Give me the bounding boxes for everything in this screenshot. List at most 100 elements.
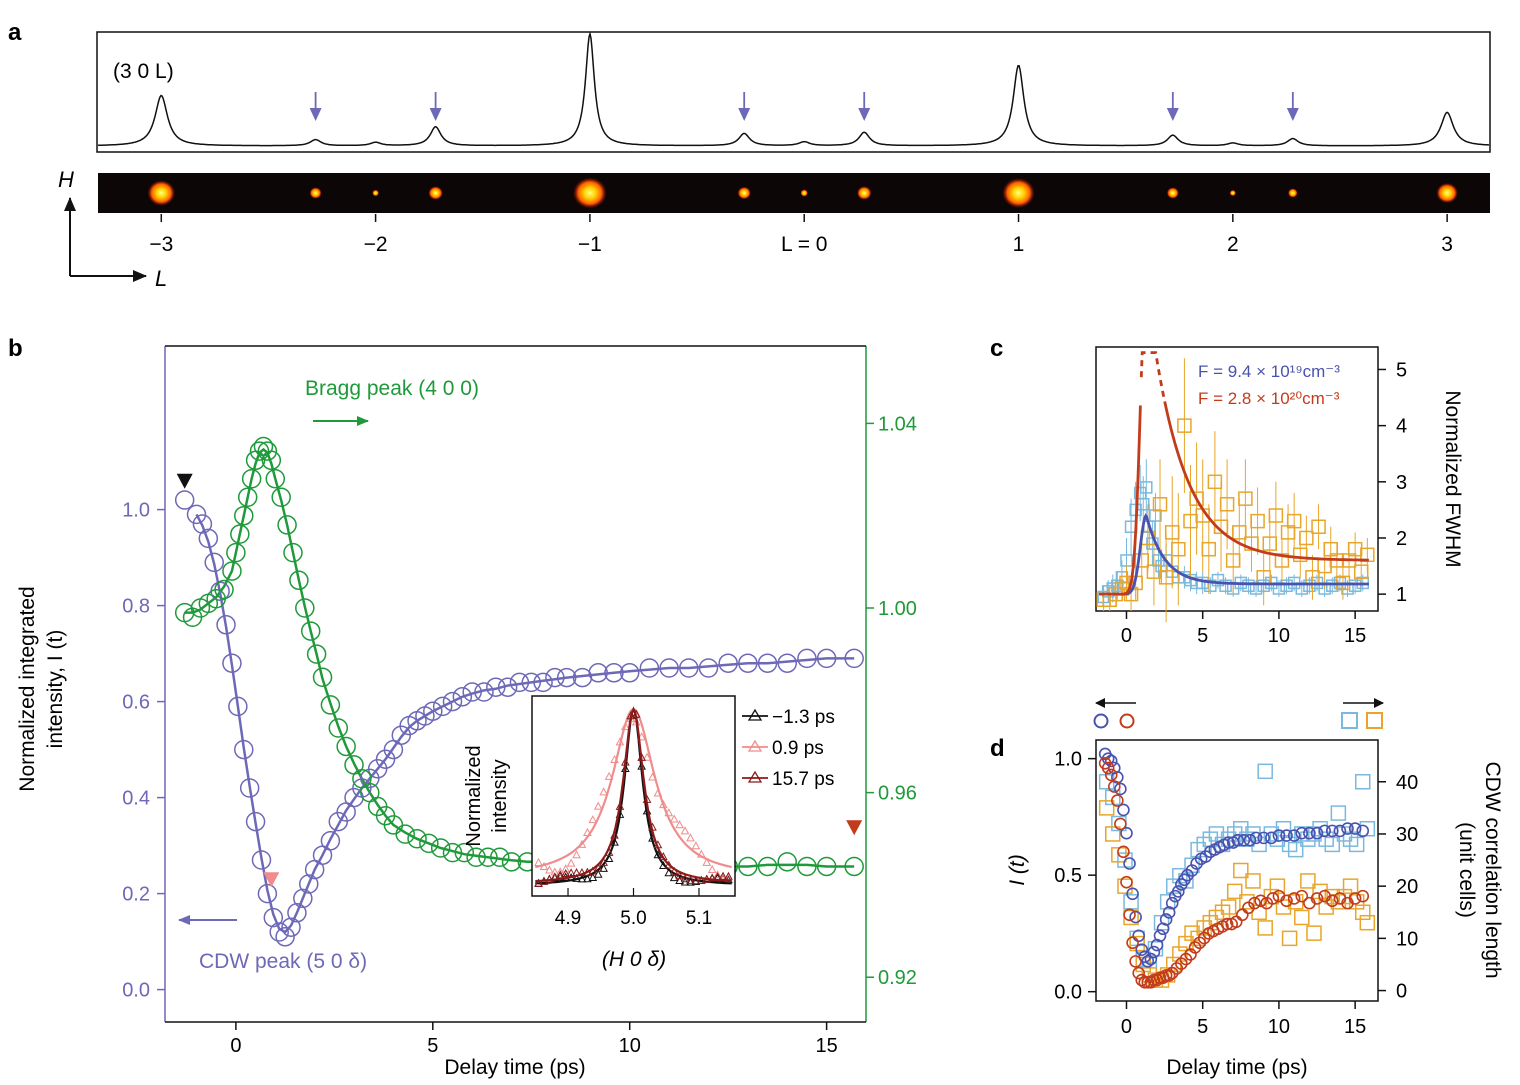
panel-d-circle-0-22 [1165, 896, 1179, 910]
panel-d-square-1-23 [1239, 894, 1255, 910]
panel-d: 0 5 10 15 0.0 0.5 1.0 0 10 20 30 40 Delay time (ps)… [1006, 698, 1504, 1079]
panel-c-ytick-label-2: 3 [1396, 472, 1407, 494]
panel-d-circle-1-40 [1254, 894, 1267, 908]
cdw-point-58 [738, 653, 758, 673]
inset-marker-2-27 [680, 874, 690, 883]
panel-d-circle-0-6 [1117, 803, 1130, 817]
inset-marker-2-29 [691, 876, 701, 885]
axis-label-h: H [58, 167, 74, 192]
inset-marker-0-8 [577, 874, 587, 883]
panel-d-square-0-25 [1251, 836, 1267, 853]
panel-c-point-1-32 [1286, 513, 1302, 529]
inset-marker-0-25 [669, 873, 679, 882]
cdw-point-60 [777, 653, 797, 673]
panel-d-circle-0-46 [1287, 829, 1301, 842]
panel-d-square-0-23 [1239, 831, 1255, 847]
inset-marker-1-13 [604, 771, 614, 780]
inset-marker-2-26 [675, 871, 684, 880]
bragg-point-7 [226, 542, 246, 563]
cdw-point-12 [251, 850, 272, 870]
panel-c-ytick-label-0: 1 [1396, 584, 1407, 606]
bragg-spot-4 [572, 177, 607, 209]
panel-b-ytick-left-label-2: 0.4 [122, 788, 150, 810]
inset-legend-marker-2 [747, 770, 763, 783]
panel-d-circle-0-54 [1348, 822, 1362, 835]
panel-a-title: (3 0 L) [113, 60, 174, 83]
delay-marker-2 [846, 820, 863, 836]
bragg-point-11 [241, 469, 262, 489]
legend-marker-low-circle [1093, 713, 1109, 729]
panel-d-square-1-14 [1184, 925, 1200, 941]
panel-a-frame [96, 31, 1491, 153]
bragg-spot-11 [1287, 188, 1298, 198]
panel-b-ytick-left-label-1: 0.2 [122, 884, 150, 906]
panel-c-point-0-39 [1326, 579, 1339, 592]
panel-d-ytick-right-label-2: 20 [1396, 876, 1418, 898]
cdw-point-46 [533, 672, 553, 693]
panel-d-square-1-24 [1245, 873, 1261, 889]
inset-marker-0-14 [610, 837, 619, 846]
bragg-point-17 [265, 469, 286, 489]
cdw-point-2 [192, 514, 213, 534]
panel-c-point-1-34 [1299, 530, 1314, 546]
inset-xtick-label-1: 5.0 [620, 908, 646, 929]
bragg-point-28 [336, 736, 356, 757]
panel-d-square-1-18 [1208, 909, 1225, 926]
panel-c-legend-low: F = 9.4 × 10¹⁹cm⁻³ [1198, 362, 1340, 381]
bragg-point-16 [261, 450, 282, 471]
panel-c-xtick-label-2: 10 [1268, 625, 1290, 647]
panel-d-points [1098, 747, 1376, 989]
panel-b-ytick-left-label-4: 0.8 [122, 596, 150, 618]
cdw-point-53 [639, 658, 660, 678]
panel-c-ytick-label-1: 2 [1396, 528, 1407, 550]
bragg-spot-0 [147, 180, 176, 206]
panel-d-ytick-right-label-1: 10 [1396, 928, 1418, 950]
inset-marker-1-8 [577, 839, 587, 848]
panel-b-triangle-markers [176, 473, 863, 888]
inset-marker-1-30 [696, 849, 706, 858]
bragg-point-40 [454, 842, 475, 863]
panel-d-circle-1-42 [1266, 892, 1280, 905]
panel-d-circle-0-41 [1249, 831, 1263, 845]
inset-curves [534, 706, 733, 888]
panel-d-square-0-18 [1208, 826, 1225, 842]
inset-marker-2-35 [724, 871, 733, 880]
bragg-point-37 [419, 833, 439, 854]
panel-d-circle-0-12 [1135, 943, 1149, 957]
inset-ylabel-line1: Normalized [463, 745, 485, 846]
cdw-point-43 [497, 677, 518, 697]
inset-frame [531, 695, 736, 897]
inset-marker-1-33 [713, 870, 722, 879]
bragg-point-25 [312, 667, 333, 687]
panel-label-c: c [990, 335, 1003, 362]
cdw-point-11 [245, 811, 266, 832]
cdw-point-51 [604, 663, 624, 683]
cdw-point-59 [757, 653, 778, 673]
inset-marker-0-22 [653, 850, 663, 859]
bragg-point-35 [395, 824, 415, 844]
panel-c-xtick-label-3: 15 [1344, 625, 1366, 647]
bragg-point-36 [407, 829, 427, 849]
inset-marker-2-34 [718, 871, 728, 880]
inset-marker-2-0 [534, 878, 543, 888]
cdw-point-47 [545, 667, 565, 688]
cdw-arrow-head-0 [309, 108, 322, 121]
panel-d-ylabel-right-line1: CDW correlation length [1481, 761, 1504, 978]
panel-b-ytick-left-label-0: 0.0 [122, 980, 150, 1002]
inset-marker-2-31 [702, 874, 712, 883]
cdw-point-23 [320, 831, 341, 851]
cdw-arrow-head-2 [738, 108, 751, 121]
bragg-point-26 [320, 695, 341, 715]
bragg-point-15 [257, 441, 278, 461]
panel-b-points [174, 436, 864, 947]
panel-c-point-1-42 [1347, 541, 1363, 557]
panel-c-point-1-14 [1177, 418, 1192, 433]
panel-label-b: b [8, 335, 23, 362]
panel-d-square-0-27 [1263, 826, 1280, 842]
inset-marker-1-29 [691, 841, 701, 850]
panel-b-ytick-right-label-3: 1.04 [878, 413, 917, 435]
panel-c-point-0-10 [1140, 481, 1153, 494]
inset-marker-1-11 [593, 801, 603, 810]
inset-marker-1-0 [534, 857, 543, 866]
bragg-point-60 [797, 856, 817, 877]
